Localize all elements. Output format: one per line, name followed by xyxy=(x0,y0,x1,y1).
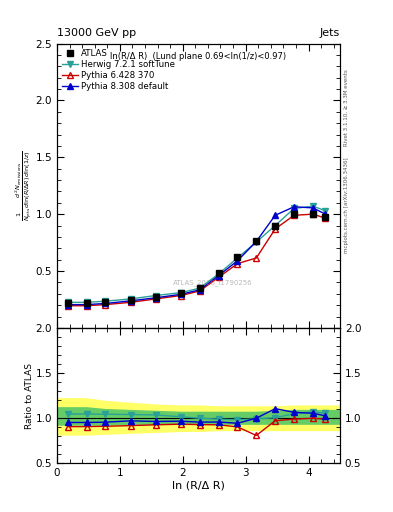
Text: ATLAS_2020_I1790256: ATLAS_2020_I1790256 xyxy=(173,279,252,286)
Herwig 7.2.1 softTune xyxy=(273,223,277,229)
ATLAS xyxy=(273,223,277,229)
Line: Pythia 6.428 370: Pythia 6.428 370 xyxy=(65,211,328,309)
Pythia 8.308 default xyxy=(310,205,315,211)
Pythia 6.428 370 xyxy=(273,226,277,232)
Herwig 7.2.1 softTune xyxy=(153,292,158,298)
ATLAS xyxy=(292,211,296,217)
Pythia 8.308 default xyxy=(103,301,108,307)
ATLAS xyxy=(84,301,89,307)
Pythia 8.308 default xyxy=(197,287,202,293)
ATLAS xyxy=(153,293,158,300)
Herwig 7.2.1 softTune xyxy=(84,299,89,305)
Pythia 8.308 default xyxy=(65,302,70,308)
ATLAS xyxy=(235,254,240,260)
Pythia 8.308 default xyxy=(292,204,296,210)
Pythia 8.308 default xyxy=(84,302,89,308)
Text: Jets: Jets xyxy=(320,28,340,38)
Line: ATLAS: ATLAS xyxy=(65,211,328,306)
X-axis label: ln (R/Δ R): ln (R/Δ R) xyxy=(172,481,225,491)
ATLAS xyxy=(216,270,221,276)
Pythia 6.428 370 xyxy=(178,292,183,298)
ATLAS xyxy=(197,285,202,291)
Text: mcplots.cern.ch [arXiv:1306.3436]: mcplots.cern.ch [arXiv:1306.3436] xyxy=(344,157,349,252)
ATLAS xyxy=(128,297,133,303)
Herwig 7.2.1 softTune xyxy=(178,290,183,296)
Pythia 6.428 370 xyxy=(65,303,70,309)
Pythia 6.428 370 xyxy=(197,288,202,294)
Pythia 8.308 default xyxy=(235,258,240,264)
ATLAS xyxy=(310,211,315,217)
Pythia 6.428 370 xyxy=(235,261,240,267)
ATLAS xyxy=(65,301,70,307)
Herwig 7.2.1 softTune xyxy=(292,205,296,211)
Pythia 6.428 370 xyxy=(254,255,259,261)
Legend: ATLAS, Herwig 7.2.1 softTune, Pythia 6.428 370, Pythia 8.308 default: ATLAS, Herwig 7.2.1 softTune, Pythia 6.4… xyxy=(60,46,178,94)
Pythia 8.308 default xyxy=(128,298,133,304)
Line: Pythia 8.308 default: Pythia 8.308 default xyxy=(65,204,328,307)
Pythia 6.428 370 xyxy=(153,296,158,302)
Pythia 8.308 default xyxy=(216,272,221,279)
Y-axis label: $\frac{1}{N_{\mathrm{jets}}}\frac{d^2 N_{\mathrm{emissions}}}{d\ln(R/\Delta R)\,: $\frac{1}{N_{\mathrm{jets}}}\frac{d^2 N_… xyxy=(13,150,34,221)
Pythia 8.308 default xyxy=(178,291,183,297)
Pythia 8.308 default xyxy=(153,295,158,301)
Y-axis label: Ratio to ATLAS: Ratio to ATLAS xyxy=(25,362,34,429)
Herwig 7.2.1 softTune xyxy=(65,299,70,305)
Text: 13000 GeV pp: 13000 GeV pp xyxy=(57,28,136,38)
ATLAS xyxy=(103,299,108,305)
Pythia 6.428 370 xyxy=(103,302,108,308)
Pythia 6.428 370 xyxy=(323,215,328,221)
Pythia 6.428 370 xyxy=(216,274,221,281)
Pythia 8.308 default xyxy=(254,239,259,245)
Pythia 6.428 370 xyxy=(128,299,133,305)
Herwig 7.2.1 softTune xyxy=(235,255,240,261)
Pythia 6.428 370 xyxy=(310,211,315,217)
Pythia 8.308 default xyxy=(323,211,328,217)
Herwig 7.2.1 softTune xyxy=(197,285,202,291)
Text: ln(R/Δ R)  (Lund plane 0.69<ln(1/z)<0.97): ln(R/Δ R) (Lund plane 0.69<ln(1/z)<0.97) xyxy=(110,52,286,61)
ATLAS xyxy=(178,290,183,296)
Pythia 6.428 370 xyxy=(84,303,89,309)
Pythia 8.308 default xyxy=(273,212,277,219)
Herwig 7.2.1 softTune xyxy=(254,239,259,245)
ATLAS xyxy=(323,214,328,220)
Herwig 7.2.1 softTune xyxy=(323,208,328,214)
Line: Herwig 7.2.1 softTune: Herwig 7.2.1 softTune xyxy=(65,203,328,305)
Pythia 6.428 370 xyxy=(292,212,296,219)
ATLAS xyxy=(254,239,259,245)
Herwig 7.2.1 softTune xyxy=(310,203,315,209)
Text: Rivet 3.1.10, ≥ 3.3M events: Rivet 3.1.10, ≥ 3.3M events xyxy=(344,69,349,146)
Herwig 7.2.1 softTune xyxy=(128,296,133,302)
Herwig 7.2.1 softTune xyxy=(216,271,221,277)
Herwig 7.2.1 softTune xyxy=(103,298,108,304)
